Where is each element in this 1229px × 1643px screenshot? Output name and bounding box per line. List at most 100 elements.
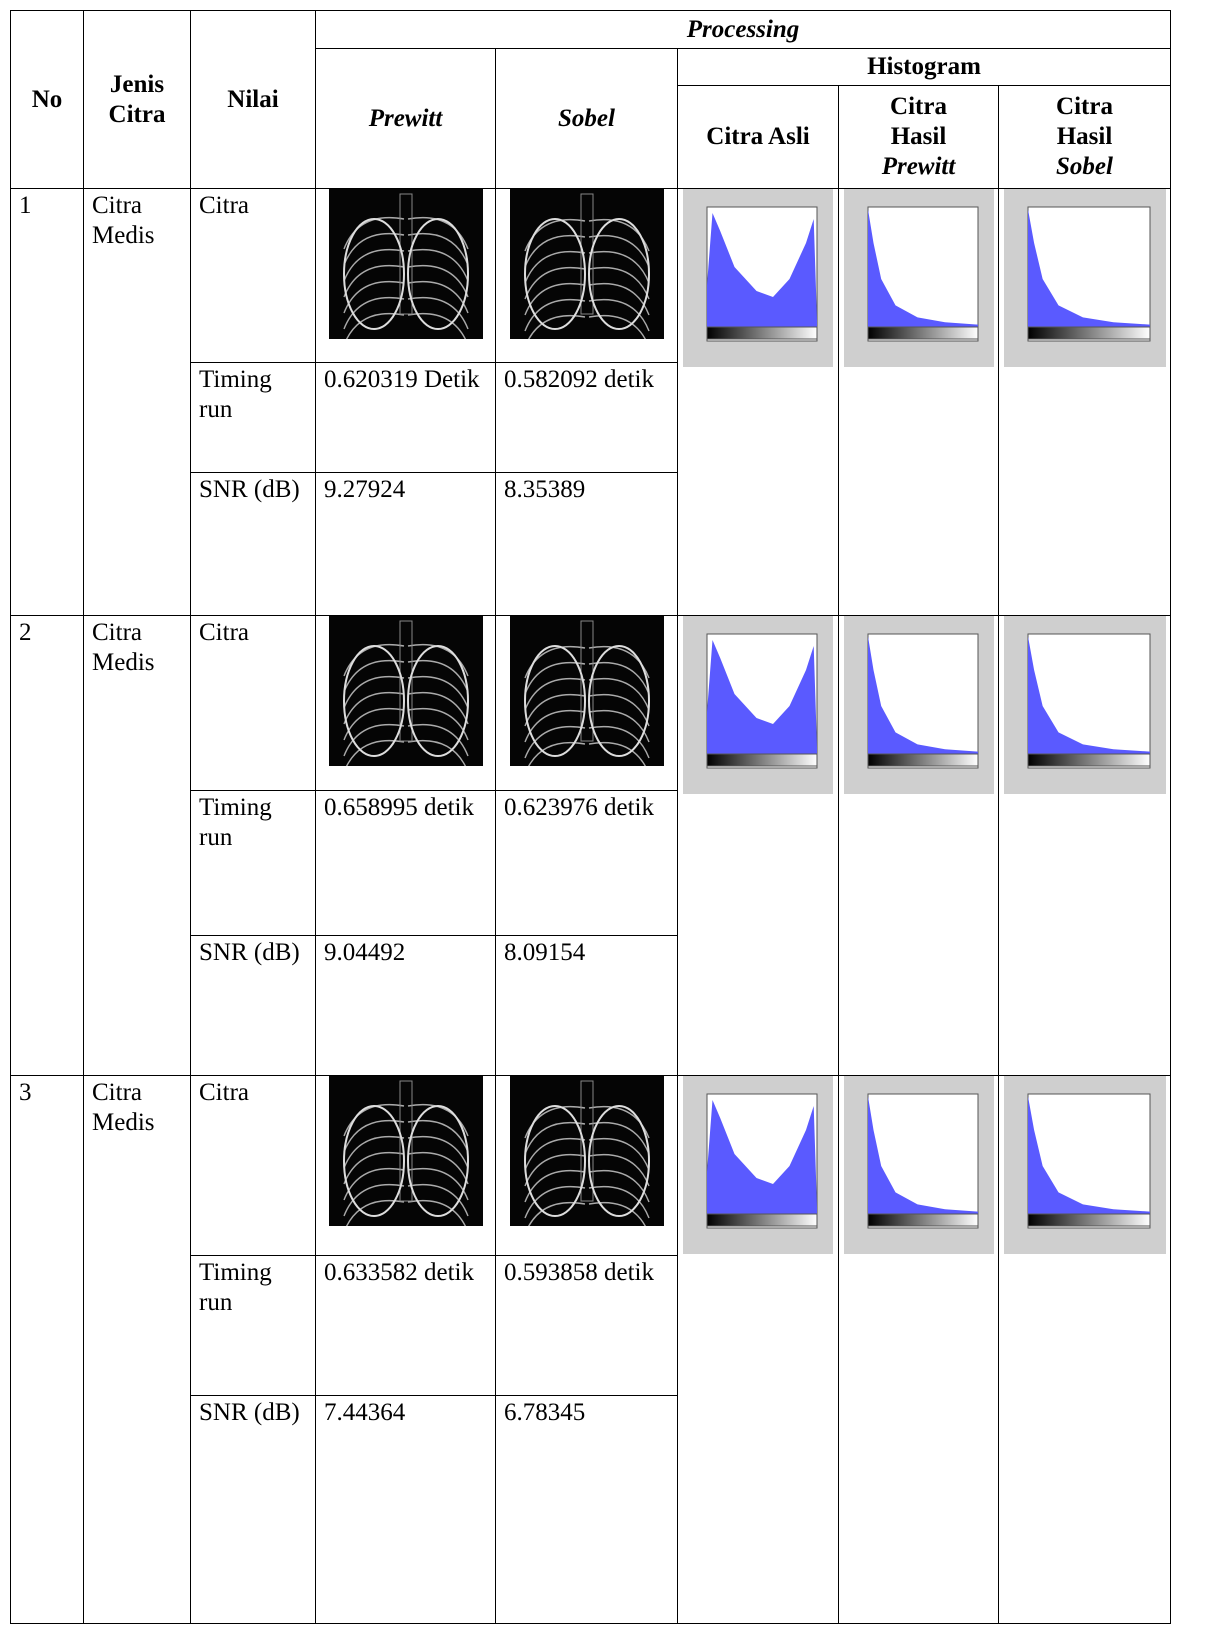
cell-text: 9.27924 bbox=[324, 476, 406, 503]
header-cell: Prewitt bbox=[315, 48, 496, 189]
table-cell: 0.582092 detik bbox=[495, 362, 678, 473]
cell-text: Timing run bbox=[199, 1259, 272, 1316]
cell-text: 3 bbox=[19, 1079, 32, 1106]
header-text: Citra Asli bbox=[706, 123, 810, 150]
table-cell bbox=[495, 1075, 678, 1256]
xray-image bbox=[328, 1076, 483, 1226]
cell-text: 8.35389 bbox=[504, 476, 586, 503]
results-table: No Jenis Citra Nilai Processing Prewitt … bbox=[10, 10, 1171, 1624]
cell-text: 0.620319 Detik bbox=[324, 366, 480, 393]
header-row: No Jenis Citra Nilai Processing bbox=[10, 10, 1171, 189]
table-cell bbox=[998, 1075, 1171, 1624]
histogram-image bbox=[1003, 616, 1166, 794]
header-text: Sobel bbox=[558, 104, 615, 132]
cell-text: Citra Medis bbox=[92, 619, 155, 676]
cell-text: Citra bbox=[199, 619, 249, 646]
table-cell bbox=[315, 1075, 496, 1256]
histogram-image bbox=[843, 189, 994, 367]
table-cell: 8.35389 bbox=[495, 472, 678, 616]
table-cell: Citra bbox=[190, 615, 316, 791]
histogram-image bbox=[1003, 1076, 1166, 1254]
header-cell: Citra Hasil Sobel bbox=[998, 85, 1171, 189]
cell-text: 2 bbox=[19, 619, 32, 646]
table-row: Timing run 0.620319 Detik 0.582092 detik bbox=[11, 362, 1171, 473]
header-cell: Citra Hasil Prewitt bbox=[838, 85, 999, 189]
header-text: Sobel bbox=[1056, 153, 1113, 180]
table-cell bbox=[315, 188, 496, 363]
table-cell: Citra bbox=[190, 188, 316, 363]
table-cell: Citra Medis bbox=[83, 188, 191, 616]
table-cell bbox=[495, 615, 678, 791]
cell-text: 8.09154 bbox=[504, 939, 586, 966]
histogram-image bbox=[683, 1076, 833, 1254]
histogram-image bbox=[843, 1076, 994, 1254]
header-text: Citra Hasil bbox=[1056, 93, 1113, 150]
xray-image bbox=[509, 1076, 664, 1226]
table-cell bbox=[998, 188, 1171, 616]
table-row: 1 Citra Medis Citra bbox=[10, 188, 1171, 616]
table-cell: 0.623976 detik bbox=[495, 790, 678, 936]
table-cell: Citra bbox=[190, 1075, 316, 1256]
table-cell: SNR (dB) bbox=[190, 472, 316, 616]
header-text: Prewitt bbox=[881, 153, 956, 180]
cell-text: Timing run bbox=[199, 794, 272, 851]
header-text: Nilai bbox=[227, 85, 279, 113]
header-text: Processing bbox=[686, 15, 800, 43]
table-cell bbox=[838, 188, 999, 616]
table-row: SNR (dB) 9.27924 8.35389 bbox=[11, 472, 1171, 616]
table-cell bbox=[677, 188, 839, 616]
header-cell: No bbox=[10, 10, 84, 189]
cell-text: Timing run bbox=[199, 366, 272, 423]
cell-text: Citra Medis bbox=[92, 1079, 155, 1136]
header-text: Prewitt bbox=[368, 104, 443, 132]
table-cell: 9.27924 bbox=[315, 472, 496, 616]
histogram-image bbox=[683, 189, 833, 367]
table-cell: 1 bbox=[10, 188, 84, 616]
table-cell: 7.44364 bbox=[315, 1395, 496, 1624]
table-cell: 9.04492 bbox=[315, 935, 496, 1076]
table-row: SNR (dB) 7.44364 6.78345 bbox=[11, 1395, 1171, 1624]
table-cell: Citra Medis bbox=[83, 615, 191, 1076]
xray-image bbox=[328, 616, 483, 766]
header-row: Prewitt Sobel Histogram bbox=[11, 48, 1171, 189]
table-cell bbox=[315, 615, 496, 791]
histogram-image bbox=[1003, 189, 1166, 367]
xray-image bbox=[328, 189, 483, 339]
cell-text: 9.04492 bbox=[324, 939, 406, 966]
table-cell bbox=[998, 615, 1171, 1076]
header-text: Histogram bbox=[867, 53, 981, 80]
cell-text: SNR (dB) bbox=[199, 939, 300, 966]
cell-text: 0.658995 detik bbox=[324, 794, 474, 821]
xray-image bbox=[509, 189, 664, 339]
table-cell: SNR (dB) bbox=[190, 935, 316, 1076]
table-cell bbox=[838, 615, 999, 1076]
cell-text: 0.623976 detik bbox=[504, 794, 654, 821]
header-cell: Processing bbox=[315, 10, 1171, 49]
table-cell: 6.78345 bbox=[495, 1395, 678, 1624]
table-cell: Timing run bbox=[190, 790, 316, 936]
table-cell: SNR (dB) bbox=[190, 1395, 316, 1624]
header-text: Citra Hasil bbox=[890, 93, 947, 150]
header-cell: Nilai bbox=[190, 10, 316, 189]
table-cell: Citra Medis bbox=[83, 1075, 191, 1624]
table-row: Timing run 0.633582 detik 0.593858 detik bbox=[11, 1255, 1171, 1396]
table-cell: 3 bbox=[10, 1075, 84, 1624]
table-cell bbox=[495, 188, 678, 363]
cell-text: 0.633582 detik bbox=[324, 1259, 474, 1286]
header-cell: Sobel bbox=[495, 48, 678, 189]
table-cell: Timing run bbox=[190, 362, 316, 473]
cell-text: Citra bbox=[199, 192, 249, 219]
table-cell: 0.620319 Detik bbox=[315, 362, 496, 473]
table-cell: 2 bbox=[10, 615, 84, 1076]
cell-text: SNR (dB) bbox=[199, 476, 300, 503]
table-cell: 0.658995 detik bbox=[315, 790, 496, 936]
table-cell bbox=[677, 615, 839, 1076]
cell-text: Citra bbox=[199, 1079, 249, 1106]
cell-text: 0.582092 detik bbox=[504, 366, 654, 393]
cell-text: Citra Medis bbox=[92, 192, 155, 249]
table-cell: 8.09154 bbox=[495, 935, 678, 1076]
cell-text: 1 bbox=[19, 192, 32, 219]
table-cell: 0.593858 detik bbox=[495, 1255, 678, 1396]
table-cell bbox=[677, 1075, 839, 1624]
